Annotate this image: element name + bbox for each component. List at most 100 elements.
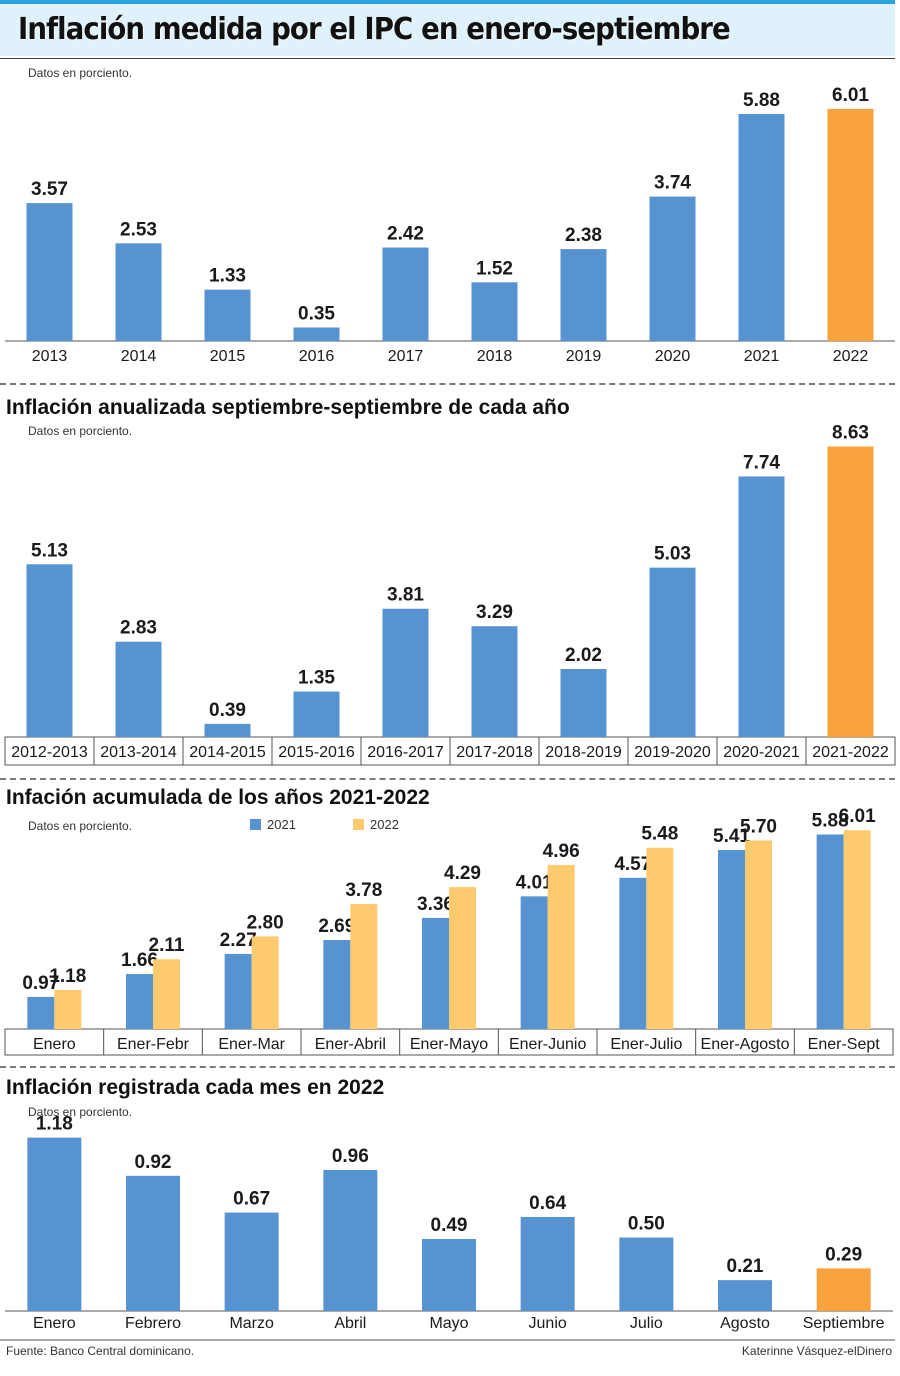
chart-2-bar	[649, 567, 696, 737]
chart-3-bar-2021	[619, 877, 647, 1029]
chart-1-bar	[560, 249, 607, 341]
chart-4-unit-note: Datos en porciento.	[28, 1105, 133, 1119]
chart-1-bar	[204, 289, 251, 341]
chart-4-bar	[422, 1239, 476, 1311]
chart-3-tick-label: Ener-Junio	[509, 1036, 586, 1053]
chart-3-bar-2022	[54, 989, 82, 1029]
chart-2-bar	[827, 446, 874, 737]
chart-3-data-label: 1.66	[121, 950, 158, 971]
chart-1-tick-label: 2022	[833, 348, 869, 365]
chart-4-data-label: 0.49	[431, 1215, 468, 1236]
chart-3-bar-2021	[126, 974, 153, 1029]
chart-3-bar-2021	[816, 834, 844, 1029]
chart-3-unit-note: Datos en porciento.	[28, 819, 133, 833]
chart-1-unit-note: Datos en porciento.	[28, 66, 133, 80]
chart-2-data-label: 5.13	[31, 540, 68, 561]
chart-3-data-label: 4.29	[444, 863, 481, 884]
chart-3-bar-2021	[323, 940, 351, 1029]
legend-label-2021: 2021	[267, 817, 296, 832]
chart-4-bar	[816, 1268, 871, 1311]
chart-3-bar-2022	[547, 864, 575, 1029]
section-divider-3	[0, 1066, 895, 1068]
chart-3-bar-2021	[520, 896, 548, 1029]
chart-2-bar	[293, 691, 340, 737]
title-band: Inflación medida por el IPC en enero-sep…	[0, 0, 895, 56]
chart-4-tick-label: Enero	[33, 1315, 76, 1332]
chart-1-tick-label: 2015	[210, 348, 246, 365]
chart-3-bar-2022	[745, 840, 772, 1029]
chart-1-bar	[26, 203, 73, 341]
chart-1-bar	[115, 243, 162, 341]
chart-3-data-label: 5.70	[740, 816, 777, 837]
chart-2-bar	[204, 723, 251, 737]
chart-3-bar-2021	[422, 917, 449, 1029]
chart-2-title: Inflación anualizada septiembre-septiemb…	[6, 396, 570, 419]
chart-2-unit-note: Datos en porciento.	[28, 424, 133, 438]
chart-3-bar-2021	[718, 850, 745, 1029]
chart-3-data-label: 5.48	[641, 824, 678, 845]
chart-3-data-label: 5.41	[713, 826, 750, 847]
chart-2-data-label: 3.81	[387, 585, 424, 606]
chart-3-data-label: 4.57	[614, 854, 651, 875]
chart-2-bar	[560, 668, 607, 737]
chart-2-tick-label: 2015-2016	[278, 744, 355, 761]
chart-4-data-label: 0.29	[825, 1244, 862, 1265]
chart-3-tick-label: Ener-Abril	[315, 1036, 386, 1053]
chart-1-tick-label: 2020	[655, 348, 691, 365]
chart-4-bar	[27, 1137, 82, 1311]
chart-4-tick-label: Septiembre	[803, 1315, 885, 1332]
source-note: Fuente: Banco Central dominicano.	[6, 1344, 195, 1358]
legend-swatch-2021	[250, 819, 261, 830]
chart-2-bar	[115, 641, 162, 737]
chart-4-bar	[224, 1212, 279, 1311]
chart-3-title: Infación acumulada de los años 2021-2022	[6, 786, 430, 809]
chart-4-data-label: 0.67	[233, 1189, 270, 1210]
chart-3-tick-label: Ener-Mar	[218, 1036, 285, 1053]
chart-4-data-label: 0.92	[135, 1152, 172, 1173]
chart-1-tick-label: 2013	[32, 348, 68, 365]
chart-2-data-label: 7.74	[743, 452, 780, 473]
legend-label-2022: 2022	[370, 817, 399, 832]
chart-4-bar	[718, 1280, 772, 1311]
chart-2-tick-label: 2014-2015	[189, 744, 266, 761]
chart-1-tick-label: 2018	[477, 348, 513, 365]
chart-3-category-strip	[4, 1028, 894, 1056]
chart-3-data-label: 2.80	[247, 912, 284, 933]
chart-4-title: Inflación registrada cada mes en 2022	[6, 1076, 385, 1099]
chart-2-data-label: 3.29	[476, 602, 513, 623]
chart-1-tick-label: 2017	[388, 348, 424, 365]
chart-1-data-label: 6.01	[832, 85, 869, 106]
chart-2-bar	[26, 564, 73, 737]
chart-1-data-label: 2.53	[120, 219, 157, 240]
chart-3-bar-2022	[251, 936, 279, 1029]
title-rule	[0, 58, 895, 59]
chart-4-bar	[323, 1169, 378, 1311]
chart-4-tick-label: Febrero	[125, 1315, 181, 1332]
chart-1-data-label: 3.74	[654, 173, 691, 194]
chart-4-bar	[619, 1237, 674, 1311]
chart-3-bar-2022	[449, 887, 476, 1029]
chart-3-data-label: 4.01	[516, 872, 553, 893]
chart-1-tick-label: 2016	[299, 348, 335, 365]
chart-2-data-label: 1.35	[298, 668, 335, 689]
chart-2-tick-label: 2016-2017	[367, 744, 444, 761]
chart-1-data-label: 2.38	[565, 225, 602, 246]
chart-3-bar-2021	[27, 996, 55, 1029]
chart-2-bar	[738, 476, 785, 737]
chart-4-bar	[520, 1216, 575, 1311]
chart-2-category-strip	[4, 736, 896, 766]
chart-4-data-label: 0.96	[332, 1146, 369, 1167]
chart-2-tick-label: 2018-2019	[545, 744, 622, 761]
chart-1-data-label: 1.33	[209, 266, 246, 287]
chart-4-tick-label: Mayo	[429, 1315, 468, 1332]
chart-3-tick-label: Enero	[33, 1036, 76, 1053]
chart-3-tick-label: Ener-Agosto	[701, 1036, 790, 1053]
chart-3-bar-2022	[153, 959, 180, 1029]
chart-3-tick-label: Ener-Julio	[610, 1036, 682, 1053]
chart-3-tick-label: Ener-Sept	[808, 1036, 881, 1053]
chart-2-bar	[471, 626, 518, 737]
chart-3-data-label: 4.96	[543, 841, 580, 862]
chart-1-bar	[471, 282, 518, 341]
chart-1-data-label: 2.42	[387, 224, 424, 245]
chart-3-data-label: 3.78	[345, 880, 382, 901]
